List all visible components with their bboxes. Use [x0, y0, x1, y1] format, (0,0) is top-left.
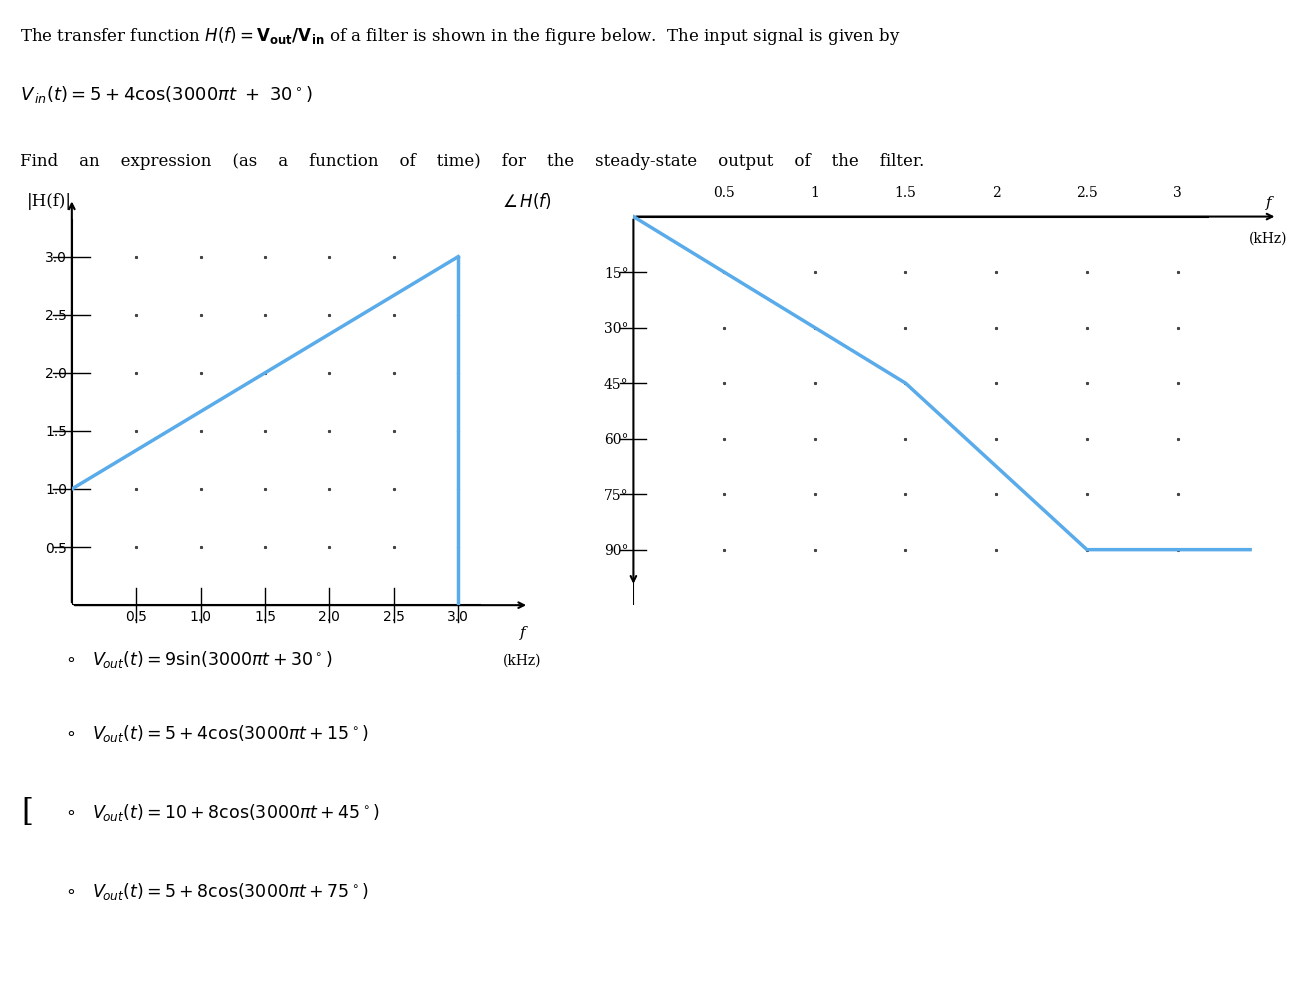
- Text: |H(f)|: |H(f)|: [26, 193, 72, 210]
- Text: $V_{\,in}(t) = 5 + 4\cos(3000\pi t\ +\ 30^\circ)$: $V_{\,in}(t) = 5 + 4\cos(3000\pi t\ +\ 3…: [20, 84, 312, 104]
- Text: 2.5: 2.5: [1076, 186, 1098, 200]
- Text: Find    an    expression    (as    a    function    of    time)    for    the   : Find an expression (as a function of tim…: [20, 153, 923, 169]
- Text: $\circ$   $V_{\!out}(t) = 9\sin(3000\pi t + 30^\circ)$: $\circ$ $V_{\!out}(t) = 9\sin(3000\pi t …: [65, 649, 333, 670]
- Text: 0.5: 0.5: [713, 186, 735, 200]
- Text: (kHz): (kHz): [503, 654, 542, 668]
- Text: 1.5: 1.5: [895, 186, 917, 200]
- Text: $\circ$   $V_{\!out}(t) = 10 + 8\cos(3000\pi t + 45^\circ)$: $\circ$ $V_{\!out}(t) = 10 + 8\cos(3000\…: [65, 802, 380, 823]
- Text: $\circ$   $V_{\!out}(t) = 5 + 4\cos(3000\pi t + 15^\circ)$: $\circ$ $V_{\!out}(t) = 5 + 4\cos(3000\p…: [65, 723, 370, 744]
- Text: $\angle\,H(f)$: $\angle\,H(f)$: [503, 191, 551, 211]
- Text: $\circ$   $V_{\!out}(t) = 5 + 8\cos(3000\pi t + 75^\circ)$: $\circ$ $V_{\!out}(t) = 5 + 8\cos(3000\p…: [65, 881, 370, 901]
- Text: f: f: [1266, 196, 1271, 211]
- Text: (kHz): (kHz): [1249, 231, 1288, 245]
- Text: The transfer function $H(f) = \mathbf{V_{out}/V_{in}}$ of a filter is shown in t: The transfer function $H(f) = \mathbf{V_…: [20, 25, 900, 46]
- Text: [: [: [21, 797, 33, 829]
- Text: f: f: [520, 626, 525, 640]
- Text: 1: 1: [810, 186, 819, 200]
- Text: 2: 2: [991, 186, 1000, 200]
- Text: 3: 3: [1173, 186, 1182, 200]
